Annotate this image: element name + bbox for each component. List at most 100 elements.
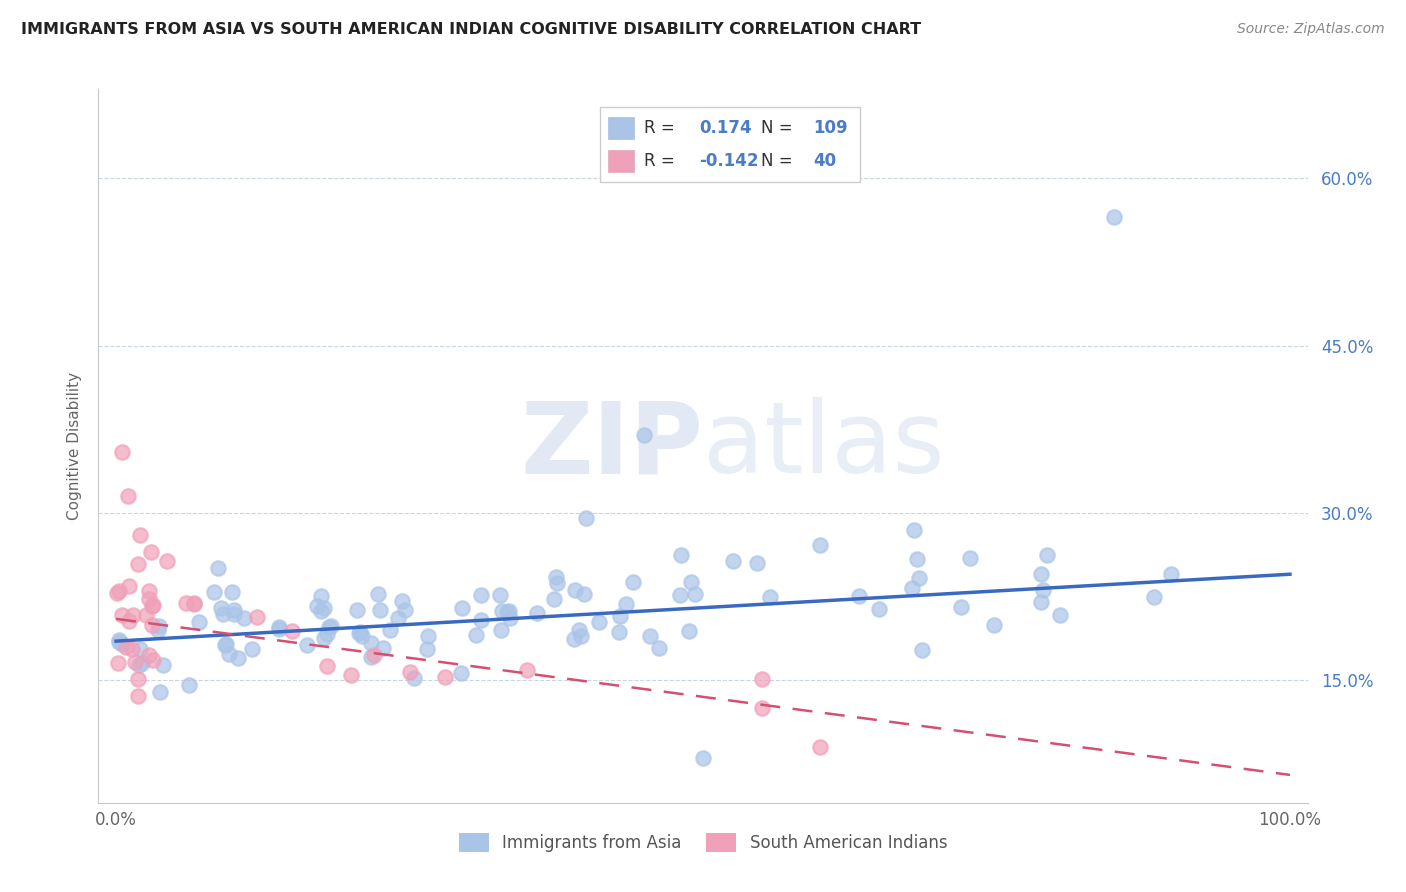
Text: 0.174: 0.174 [699,119,752,137]
Point [138,592,160,607]
Point [138,583,160,598]
Point [316,627,339,641]
Point [546,576,568,591]
Point [544,570,567,584]
Point [209,601,232,615]
Point [1032,583,1054,598]
Text: -0.142: -0.142 [699,152,758,170]
Point [692,751,714,765]
Point [114,640,136,654]
Point [387,611,409,625]
Point [498,604,520,618]
Point [207,561,229,575]
Point [138,648,160,662]
Point [346,603,368,617]
Point [316,658,339,673]
Point [607,625,630,640]
Point [398,665,420,679]
Point [107,584,129,599]
Point [373,640,395,655]
Point [141,617,163,632]
Text: N =: N = [762,152,793,170]
Point [683,587,706,601]
Point [1031,595,1053,609]
Point [575,511,598,525]
Point [124,655,146,669]
Text: atlas: atlas [703,398,945,494]
Point [312,601,335,615]
Point [568,624,591,638]
Text: Source: ZipAtlas.com: Source: ZipAtlas.com [1237,22,1385,37]
Point [121,641,143,656]
Point [526,607,548,621]
Point [135,608,157,623]
Point [363,648,385,662]
Point [470,614,492,628]
Text: R =: R = [644,152,681,170]
Legend: Immigrants from Asia, South American Indians: Immigrants from Asia, South American Ind… [451,826,955,859]
Point [233,611,256,625]
Point [1049,607,1071,622]
Point [314,632,336,646]
Point [721,554,744,568]
Point [204,584,226,599]
Point [128,528,150,542]
Point [321,619,343,633]
Point [648,640,671,655]
Point [394,602,416,616]
Point [318,620,340,634]
Point [246,610,269,624]
Point [516,663,538,677]
Point [222,607,245,621]
Point [450,666,472,681]
Point [141,545,163,559]
Point [177,678,200,692]
Bar [607,150,634,172]
Point [214,638,236,652]
Point [983,618,1005,632]
Point [416,642,439,657]
Point [152,658,174,673]
Point [808,740,831,755]
Point [1102,211,1125,225]
Point [309,590,332,604]
Point [614,598,637,612]
FancyBboxPatch shape [600,107,860,182]
Point [222,603,245,617]
Point [759,590,782,604]
Point [156,554,179,568]
Point [669,548,692,562]
Text: R =: R = [644,119,681,137]
Point [240,642,263,657]
Point [905,552,928,566]
Point [569,629,592,643]
Point [378,623,401,637]
Point [562,632,585,646]
Point [751,701,773,715]
Point [499,611,522,625]
Point [218,647,240,661]
Point [228,651,250,665]
Point [142,653,165,667]
Point [543,591,565,606]
Point [491,604,513,618]
Point [118,579,141,593]
Point [267,622,290,636]
Point [305,599,328,614]
Point [215,637,238,651]
Point [495,606,517,620]
Point [212,607,235,621]
Point [267,620,290,634]
Point [681,574,703,589]
Text: 40: 40 [814,152,837,170]
Bar [607,117,634,139]
Point [418,628,440,642]
Point [391,594,413,608]
Point [404,671,426,685]
Point [640,629,662,643]
Y-axis label: Cognitive Disability: Cognitive Disability [67,372,83,520]
Point [174,596,197,610]
Point [350,629,373,643]
Point [111,444,134,458]
Text: N =: N = [762,119,793,137]
